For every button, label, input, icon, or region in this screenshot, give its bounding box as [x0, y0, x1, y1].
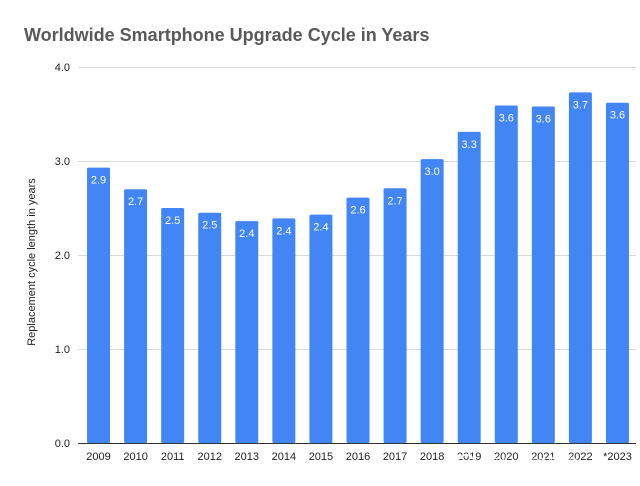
watermark-text: 雪球：有色智库 — [480, 456, 578, 473]
x-tick-label: 2011 — [161, 451, 185, 463]
x-tick-label: *2023 — [603, 451, 632, 463]
data-label: 3.6 — [610, 110, 625, 122]
bar-2022 — [568, 92, 592, 443]
data-label: 3.6 — [536, 113, 551, 125]
data-label: 3.0 — [424, 166, 439, 178]
bar-2021 — [531, 106, 555, 443]
bar-2019 — [457, 131, 481, 444]
x-tick-label: 2020 — [494, 451, 518, 463]
bar-2013 — [235, 221, 259, 443]
y-tick-label: 3.0 — [55, 156, 70, 168]
x-tick-label: 2009 — [86, 451, 110, 463]
data-label: 2.9 — [91, 175, 106, 187]
y-tick-label: 0.0 — [55, 438, 70, 450]
data-label: 2.5 — [202, 220, 217, 232]
bar-2012 — [198, 212, 222, 443]
bar-2015 — [309, 214, 333, 443]
data-label: 2.5 — [165, 215, 180, 227]
watermark-logo-icon — [456, 454, 476, 474]
bar-2014 — [272, 218, 296, 443]
x-tick-label: 2015 — [309, 451, 333, 463]
bar-2011 — [161, 208, 185, 443]
bar-2016 — [346, 197, 370, 443]
x-tick-label: 2021 — [531, 451, 555, 463]
bar-est-2023 — [605, 102, 629, 443]
data-label: 2.7 — [387, 195, 402, 207]
data-labels: 2.9 2.7 2.5 2.5 2.4 2.4 2.4 2.6 2.7 3.0 3.3 3.6 3.6 3… — [91, 99, 625, 240]
data-label: 2.4 — [313, 222, 328, 234]
x-tick-label: 2018 — [420, 451, 444, 463]
bars — [87, 92, 629, 444]
x-tick-label: 2012 — [197, 451, 221, 463]
watermark: 雪球：有色智库 — [456, 454, 578, 474]
data-label: 3.7 — [573, 99, 588, 111]
bar-2018 — [420, 159, 444, 443]
chart-title: Worldwide Smartphone Upgrade Cycle in Ye… — [24, 25, 429, 45]
x-axis-ticks: 2009 2010 2011 2012 2013 2014 2015 2016 2017 2018… — [86, 451, 632, 463]
bar-2010 — [124, 189, 148, 443]
y-tick-label: 1.0 — [55, 344, 70, 356]
data-label: 2.4 — [276, 225, 291, 237]
y-tick-label: 2.0 — [55, 250, 70, 262]
bar-2020 — [494, 105, 518, 443]
data-label: 3.3 — [462, 139, 477, 151]
data-label: 2.7 — [128, 196, 143, 208]
y-tick-label: 4.0 — [55, 62, 70, 74]
x-tick-label: 2019 — [457, 451, 481, 463]
x-tick-label: 2022 — [568, 451, 592, 463]
x-tick-label: 2017 — [383, 451, 407, 463]
data-label: 2.4 — [239, 228, 254, 240]
data-label: 3.6 — [499, 113, 514, 125]
data-label: 2.6 — [350, 205, 365, 217]
x-tick-label: 2010 — [123, 451, 147, 463]
x-tick-label: 2014 — [272, 451, 296, 463]
y-axis-label: Replacement cycle length in years — [26, 178, 38, 346]
bar-2009 — [87, 167, 111, 443]
x-tick-label: 2013 — [235, 451, 259, 463]
bar-2017 — [383, 188, 407, 443]
x-tick-label: 2016 — [346, 451, 370, 463]
y-axis-ticks: 0.0 1.0 2.0 3.0 4.0 — [55, 62, 70, 450]
